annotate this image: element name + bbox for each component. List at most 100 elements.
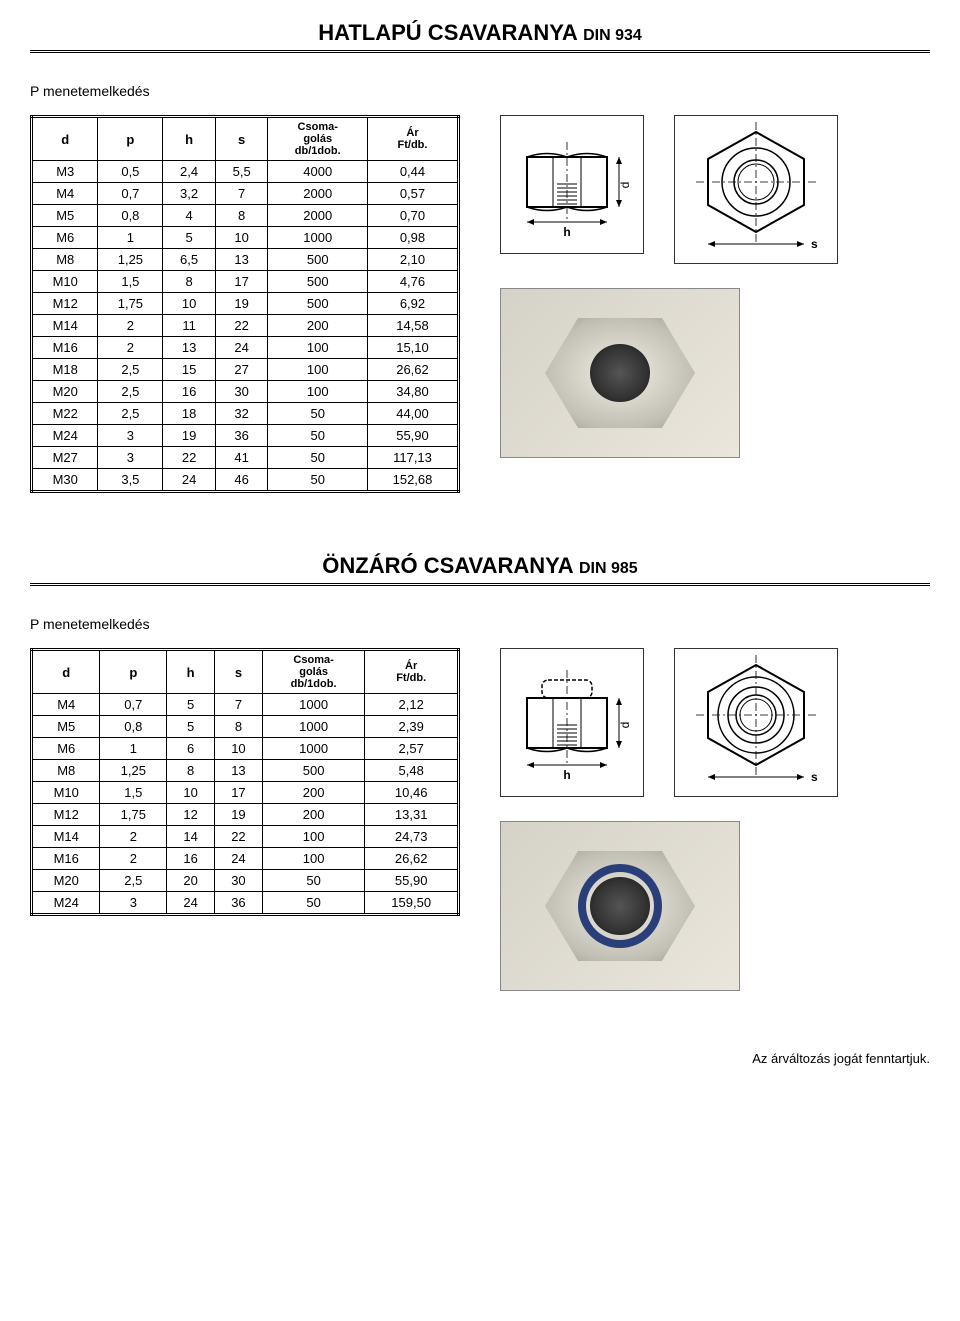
- table-cell: 41: [215, 447, 268, 469]
- table-cell: 2,10: [367, 249, 458, 271]
- table-cell: 13: [215, 249, 268, 271]
- section2-table-wrap: dphsCsoma-golásdb/1dob.ÁrFt/db. M40,7571…: [30, 648, 460, 916]
- section2-title: ÖNZÁRÓ CSAVARANYA DIN 985: [30, 553, 930, 586]
- col-header: Csoma-golásdb/1dob.: [268, 117, 368, 161]
- table-cell: 16: [163, 381, 216, 403]
- table-cell: 24: [215, 337, 268, 359]
- table-cell: 10: [215, 227, 268, 249]
- table-cell: 13,31: [365, 804, 459, 826]
- table-cell: 200: [262, 804, 364, 826]
- table-cell: 16: [167, 848, 215, 870]
- table-cell: 15,10: [367, 337, 458, 359]
- table-row: M6161010002,57: [32, 738, 459, 760]
- table-cell: 11: [163, 315, 216, 337]
- table-cell: 2,4: [163, 161, 216, 183]
- table-cell: 200: [268, 315, 368, 337]
- table-cell: 1000: [262, 716, 364, 738]
- table-cell: 2,5: [98, 381, 163, 403]
- table-cell: 5,48: [365, 760, 459, 782]
- table-cell: 32: [215, 403, 268, 425]
- section2-tbody: M40,75710002,12M50,85810002,39M616101000…: [32, 694, 459, 915]
- table-cell: 19: [215, 804, 263, 826]
- table-cell: 2,12: [365, 694, 459, 716]
- table-cell: M27: [32, 447, 98, 469]
- h-label-2: h: [563, 768, 570, 782]
- table-row: M303,5244650152,68: [32, 469, 459, 492]
- table-cell: 36: [215, 425, 268, 447]
- table-cell: 50: [262, 892, 364, 915]
- section1-title-din: DIN 934: [583, 27, 642, 44]
- table-cell: M18: [32, 359, 98, 381]
- d-label: d: [618, 182, 632, 189]
- table-cell: M16: [32, 848, 100, 870]
- table-cell: 2000: [268, 205, 368, 227]
- table-cell: 100: [262, 826, 364, 848]
- locknut-photo: [500, 821, 740, 991]
- table-cell: M20: [32, 381, 98, 403]
- table-cell: 8: [215, 205, 268, 227]
- table-cell: M10: [32, 782, 100, 804]
- table-cell: M5: [32, 716, 100, 738]
- table-cell: 50: [268, 425, 368, 447]
- table-cell: 2000: [268, 183, 368, 205]
- table-cell: 27: [215, 359, 268, 381]
- table-cell: 152,68: [367, 469, 458, 492]
- table-cell: 1: [98, 227, 163, 249]
- col-header: h: [163, 117, 216, 161]
- locknut-top-diagram: s: [674, 648, 838, 797]
- section2-title-main: ÖNZÁRÓ CSAVARANYA: [322, 553, 573, 578]
- table-cell: 117,13: [367, 447, 458, 469]
- h-label: h: [563, 225, 570, 239]
- table-cell: 10: [163, 293, 216, 315]
- table-cell: 55,90: [365, 870, 459, 892]
- section2-figures: d h: [500, 648, 930, 991]
- table-cell: M12: [32, 293, 98, 315]
- table-row: M243243650159,50: [32, 892, 459, 915]
- table-cell: 7: [215, 183, 268, 205]
- table-cell: 2,5: [100, 870, 167, 892]
- col-header: ÁrFt/db.: [365, 650, 459, 694]
- table-row: M101,58175004,76: [32, 271, 459, 293]
- table-cell: 0,57: [367, 183, 458, 205]
- section1-tbody: M30,52,45,540000,44M40,73,2720000,57M50,…: [32, 161, 459, 492]
- section1-subtitle: P menetemelkedés: [30, 83, 930, 99]
- table-row: M142142210024,73: [32, 826, 459, 848]
- hexnut-side-diagram: d h: [500, 115, 644, 254]
- table-cell: 5,5: [215, 161, 268, 183]
- table-cell: M12: [32, 804, 100, 826]
- table-cell: M14: [32, 315, 98, 337]
- table-row: M121,75121920013,31: [32, 804, 459, 826]
- section1-figures: d h: [500, 115, 930, 458]
- table-cell: 500: [268, 249, 368, 271]
- table-cell: M20: [32, 870, 100, 892]
- d-label-2: d: [618, 722, 632, 729]
- col-header: Csoma-golásdb/1dob.: [262, 650, 364, 694]
- table-cell: 0,7: [100, 694, 167, 716]
- table-row: M40,75710002,12: [32, 694, 459, 716]
- table-cell: 13: [215, 760, 263, 782]
- section2-body: dphsCsoma-golásdb/1dob.ÁrFt/db. M40,7571…: [30, 648, 930, 991]
- table-cell: M30: [32, 469, 98, 492]
- table-cell: 500: [262, 760, 364, 782]
- table-cell: 13: [163, 337, 216, 359]
- table-cell: 2,5: [98, 403, 163, 425]
- table-cell: 20: [167, 870, 215, 892]
- table-cell: 0,98: [367, 227, 458, 249]
- table-cell: 100: [262, 848, 364, 870]
- table-cell: 2,57: [365, 738, 459, 760]
- col-header: d: [32, 650, 100, 694]
- table-cell: 24: [167, 892, 215, 915]
- table-row: M50,85810002,39: [32, 716, 459, 738]
- table-cell: M6: [32, 738, 100, 760]
- table-cell: 50: [268, 447, 368, 469]
- table-cell: 19: [163, 425, 216, 447]
- table-cell: M6: [32, 227, 98, 249]
- table-cell: 12: [167, 804, 215, 826]
- table-cell: 2: [100, 848, 167, 870]
- table-cell: 5: [163, 227, 216, 249]
- table-row: M202,520305055,90: [32, 870, 459, 892]
- table-cell: 14,58: [367, 315, 458, 337]
- table-cell: 24,73: [365, 826, 459, 848]
- table-row: M81,258135005,48: [32, 760, 459, 782]
- table-cell: M24: [32, 892, 100, 915]
